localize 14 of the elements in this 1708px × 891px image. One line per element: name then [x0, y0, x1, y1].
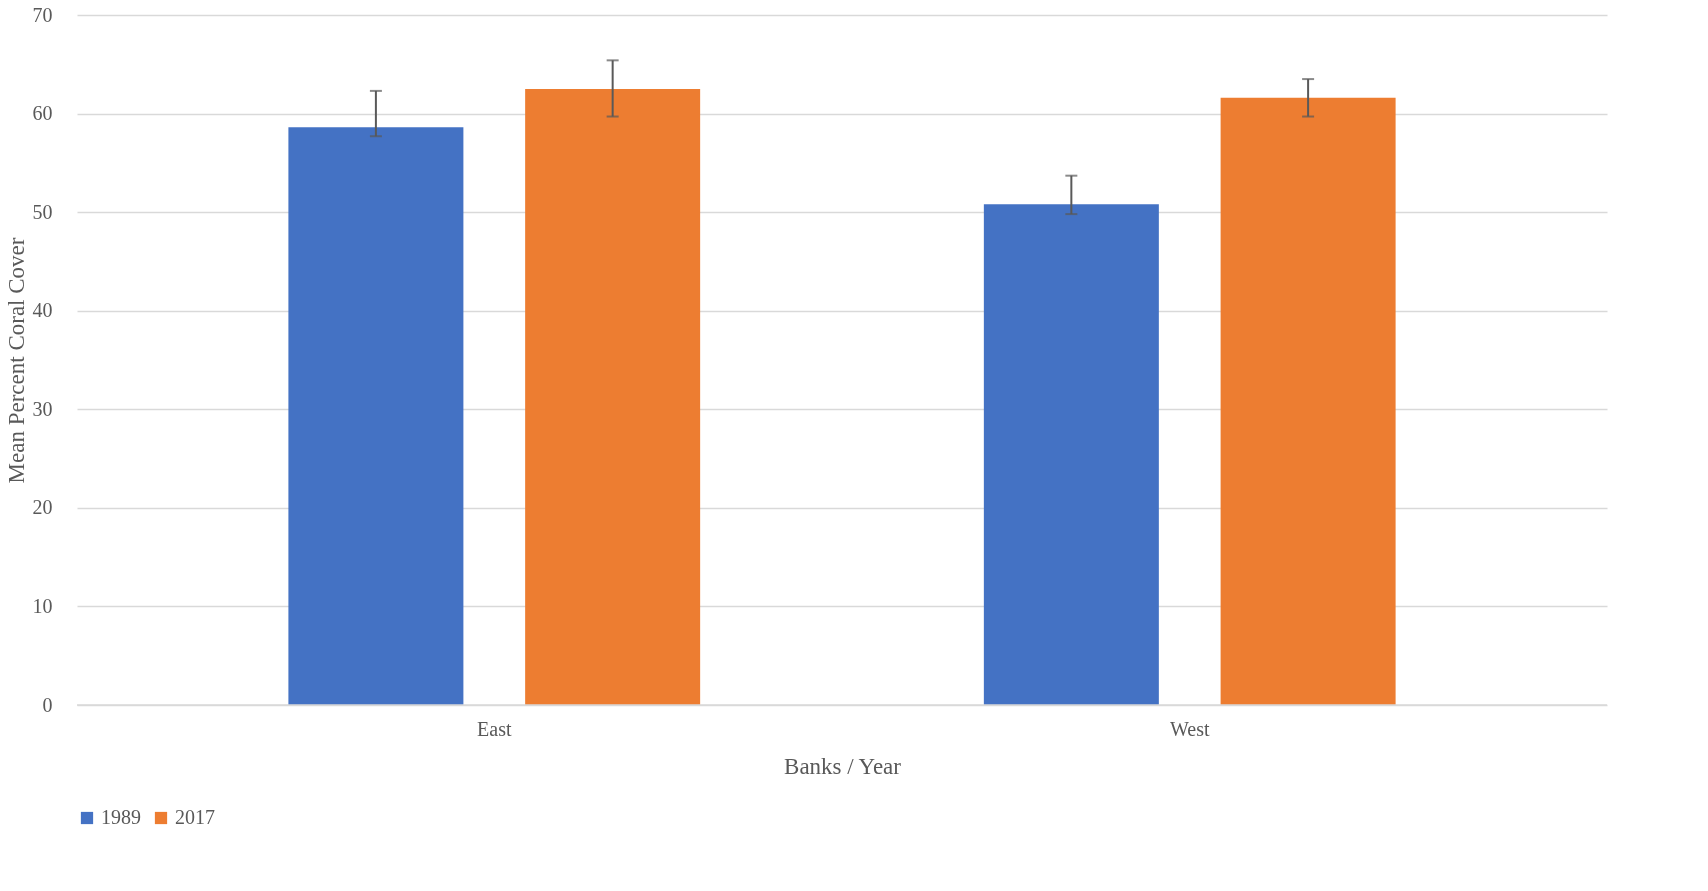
- y-tick-label: 30: [32, 397, 53, 420]
- y-tick-label: 0: [42, 693, 53, 716]
- x-tick-label: West: [1169, 717, 1210, 740]
- x-axis-title: Banks / Year: [784, 753, 902, 779]
- y-tick-label: 20: [32, 496, 53, 519]
- y-tick-label: 60: [32, 102, 53, 125]
- y-tick-label: 10: [32, 594, 53, 617]
- y-tick-label: 40: [32, 299, 53, 322]
- legend-label: 1989: [101, 806, 141, 828]
- y-tick-label: 50: [32, 200, 53, 223]
- x-tick-label: East: [477, 717, 512, 740]
- legend-label: 2017: [175, 806, 215, 828]
- y-axis-title: Mean Percent Coral Cover: [3, 237, 29, 484]
- y-tick-label: 70: [32, 3, 53, 26]
